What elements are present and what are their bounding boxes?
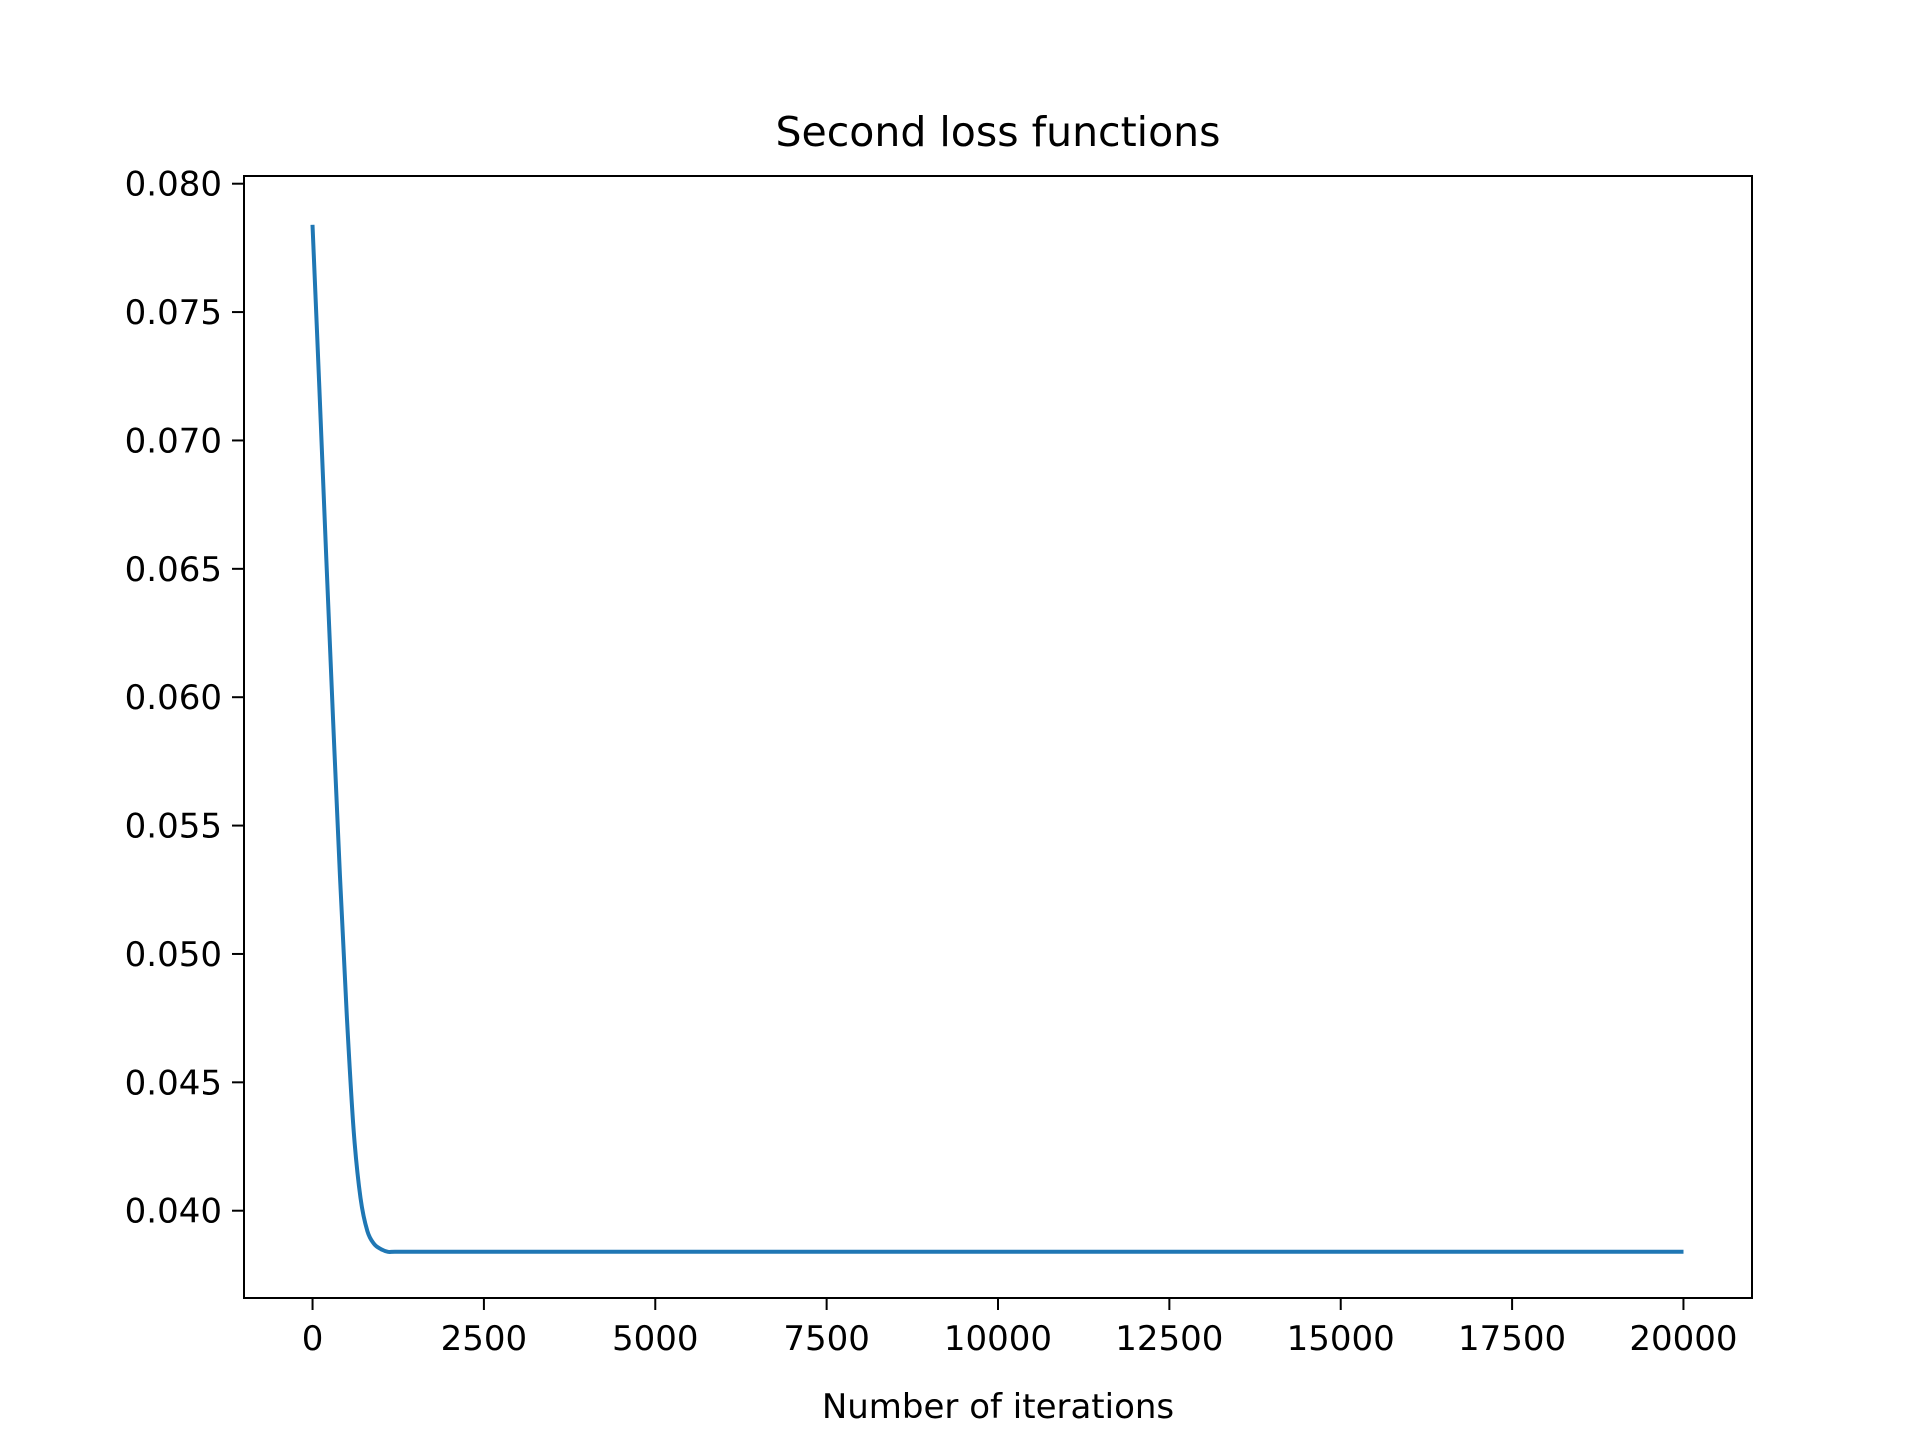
x-tick-label: 12500 bbox=[1115, 1319, 1223, 1359]
y-tick-label: 0.040 bbox=[125, 1192, 222, 1232]
x-axis: 0 2500 5000 7500 10000 12500 15000 17500 20000 bbox=[302, 1298, 1738, 1359]
y-tick-label: 0.060 bbox=[125, 678, 222, 718]
y-tick-label: 0.065 bbox=[125, 550, 222, 590]
x-tick-label: 20000 bbox=[1629, 1319, 1737, 1359]
x-tick-label: 15000 bbox=[1287, 1319, 1395, 1359]
y-tick-label: 0.055 bbox=[125, 807, 222, 847]
x-tick-label: 17500 bbox=[1458, 1319, 1566, 1359]
y-tick-label: 0.080 bbox=[125, 165, 222, 205]
y-tick-label: 0.070 bbox=[125, 421, 222, 461]
x-tick-label: 10000 bbox=[944, 1319, 1052, 1359]
y-tick-label: 0.075 bbox=[125, 293, 222, 333]
series-line bbox=[310, 224, 1684, 1254]
x-tick-label: 2500 bbox=[441, 1319, 528, 1359]
chart-title: Second loss functions bbox=[776, 108, 1221, 156]
x-tick-label: 0 bbox=[302, 1319, 324, 1359]
plot-frame bbox=[243, 175, 1753, 1299]
x-tick-label: 5000 bbox=[612, 1319, 699, 1359]
series-layer bbox=[310, 224, 1684, 1254]
x-tick-label: 7500 bbox=[783, 1319, 870, 1359]
y-axis: 0.040 0.045 0.050 0.055 0.060 0.065 0.070 0.075… bbox=[125, 165, 244, 1232]
y-tick-label: 0.045 bbox=[125, 1063, 222, 1103]
y-tick-label: 0.050 bbox=[125, 935, 222, 975]
x-axis-label: Number of iterations bbox=[822, 1387, 1174, 1427]
